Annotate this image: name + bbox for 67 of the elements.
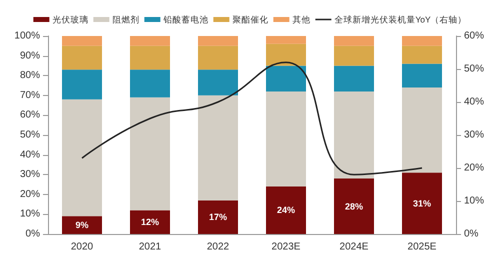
bar <box>266 36 306 44</box>
bar <box>402 64 442 88</box>
bar <box>266 44 306 66</box>
y-tick-label: 30% <box>20 169 40 180</box>
y-tick-label: 40% <box>20 149 40 160</box>
bar <box>266 66 306 92</box>
bar <box>130 36 170 46</box>
legend-label: 光伏玻璃 <box>52 14 88 24</box>
x-tick-label: 2023E <box>272 242 301 252</box>
x-tick-label: 2021 <box>138 242 162 252</box>
bar <box>198 46 238 70</box>
bar <box>402 36 442 46</box>
legend-label: 其他 <box>292 14 310 24</box>
data-label: 12% <box>140 217 160 228</box>
bar <box>402 87 442 173</box>
y2-tick-label: 40% <box>464 96 484 108</box>
bar <box>62 216 102 234</box>
bar <box>130 97 170 210</box>
bar <box>62 99 102 216</box>
y2-tick-label: 30% <box>464 130 484 140</box>
bar <box>62 70 102 100</box>
bar <box>130 46 170 70</box>
x-tick-label: 2025E <box>408 242 437 252</box>
y-tick-label: 60% <box>20 110 40 121</box>
y-tick-label: 90% <box>20 50 40 62</box>
bar <box>198 200 238 234</box>
x-tick-label: 2020 <box>70 242 94 252</box>
legend-label: 全球新增光伏装机量YoY（右轴） <box>334 14 467 24</box>
legend-label: 阻燃剂 <box>112 14 140 24</box>
bar <box>334 36 374 46</box>
y2-tick-label: 0% <box>464 228 479 240</box>
y-tick-label: 0% <box>26 228 40 240</box>
y2-tick-label: 60% <box>464 30 484 42</box>
y2-tick-label: 10% <box>464 196 484 206</box>
bar <box>334 66 374 92</box>
x-tick-label: 2022 <box>206 242 230 252</box>
data-label: 17% <box>208 212 228 222</box>
bar <box>198 36 238 46</box>
y-tick-label: 70% <box>20 90 40 101</box>
y-tick-label: 10% <box>20 208 40 220</box>
data-label: 9% <box>75 220 89 230</box>
y-tick-label: 100% <box>14 30 40 42</box>
bar <box>198 70 238 96</box>
legend-label: 聚酯催化 <box>232 14 268 24</box>
bar <box>266 186 306 234</box>
bar <box>62 46 102 70</box>
y2-tick-label: 20% <box>464 162 484 174</box>
bar <box>334 178 374 234</box>
line-series <box>81 62 423 176</box>
bar <box>266 91 306 186</box>
bar <box>62 36 102 46</box>
bar <box>334 46 374 66</box>
y-tick-label: 50% <box>20 130 40 140</box>
y-tick-label: 20% <box>20 188 40 200</box>
bar <box>198 95 238 200</box>
legend-label: 铅酸蓄电池 <box>162 14 208 24</box>
bar <box>334 91 374 179</box>
data-label: 24% <box>276 205 296 216</box>
bar <box>402 46 442 64</box>
y-tick-label: 80% <box>20 70 40 82</box>
y2-tick-label: 50% <box>464 64 484 74</box>
bar <box>402 172 442 234</box>
bar <box>130 210 170 234</box>
data-label: 31% <box>412 198 432 208</box>
bar <box>130 70 170 98</box>
data-label: 28% <box>344 201 364 212</box>
x-tick-label: 2024E <box>340 242 369 252</box>
